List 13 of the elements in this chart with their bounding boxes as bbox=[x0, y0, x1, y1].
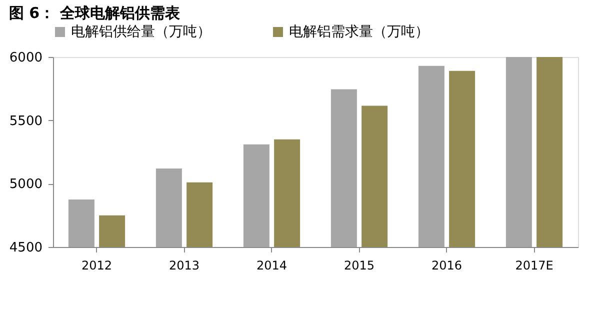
x-tick-label: 2015 bbox=[344, 258, 375, 272]
x-tick-label: 2017E bbox=[515, 258, 554, 272]
y-tick-label: 4500 bbox=[9, 240, 42, 256]
x-tick-label: 2012 bbox=[81, 258, 112, 272]
x-tick-label: 2014 bbox=[256, 258, 288, 272]
y-tick-label: 5500 bbox=[9, 114, 42, 129]
y-tick-label: 6000 bbox=[9, 50, 42, 66]
y-tick-label: 5000 bbox=[9, 177, 42, 192]
legend-label: 电解铝供给量（万吨） bbox=[71, 24, 211, 40]
x-tick-label: 2016 bbox=[431, 258, 462, 272]
chart-title: 图 6： 全球电解铝供需表 bbox=[8, 4, 181, 22]
x-tick-label: 2013 bbox=[168, 258, 200, 272]
legend-label: 电解铝需求量（万吨） bbox=[289, 24, 429, 40]
